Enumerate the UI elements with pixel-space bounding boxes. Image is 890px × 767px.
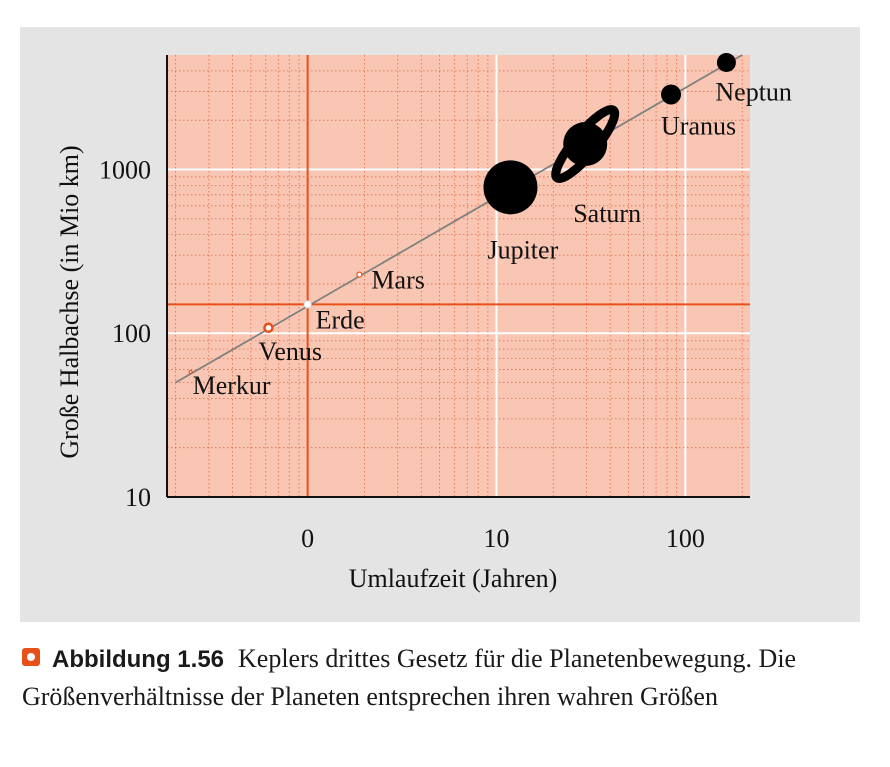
planet-label-erde: Erde xyxy=(316,305,365,334)
caption-label: Abbildung 1.56 xyxy=(52,646,225,673)
planet-label-saturn: Saturn xyxy=(573,199,641,228)
planet-mars xyxy=(356,271,363,278)
planet-label-jupiter: Jupiter xyxy=(487,235,558,264)
reference-lines xyxy=(167,55,750,497)
minor-grid xyxy=(167,55,750,497)
axes xyxy=(166,55,750,498)
planet-label-uranus: Uranus xyxy=(661,111,736,140)
planet-label-mars: Mars xyxy=(371,266,424,295)
x-tick-label: 0 xyxy=(301,524,314,553)
figure-panel: Merkur Venus Erde Mars Jupiter Saturn Uranus Ne… xyxy=(20,27,860,622)
caption-text: Keplers drittes Gesetz für die Planetenb… xyxy=(22,644,797,711)
planet-jupiter xyxy=(483,160,538,215)
y-tick-label: 10 xyxy=(125,483,151,512)
y-tick-label: 1000 xyxy=(99,155,151,184)
major-grid xyxy=(167,55,750,497)
figure-marker-icon xyxy=(22,648,40,666)
plot-area xyxy=(167,55,750,497)
x-tick-label: 10 xyxy=(483,524,509,553)
planet-uranus xyxy=(661,84,682,105)
planet-neptun xyxy=(716,52,736,72)
planet-label-neptun: Neptun xyxy=(715,77,792,106)
planet-markers xyxy=(188,52,736,375)
x-axis-title: Umlaufzeit (Jahren) xyxy=(349,564,558,593)
figure-caption: Abbildung 1.56 Keplers drittes Gesetz für… xyxy=(22,640,864,715)
planet-merkur xyxy=(188,369,193,375)
x-tick-label: 100 xyxy=(666,524,705,553)
planet-label-merkur: Merkur xyxy=(193,371,271,400)
planet-erde xyxy=(303,300,312,309)
planet-venus xyxy=(263,322,274,334)
y-axis-title: Große Halbachse (in Mio km) xyxy=(55,145,84,458)
tick-labels: 0 10 100 10 100 1000 xyxy=(99,155,705,553)
y-tick-label: 100 xyxy=(112,319,151,348)
planet-label-venus: Venus xyxy=(258,337,322,366)
planet-saturn xyxy=(563,122,608,167)
